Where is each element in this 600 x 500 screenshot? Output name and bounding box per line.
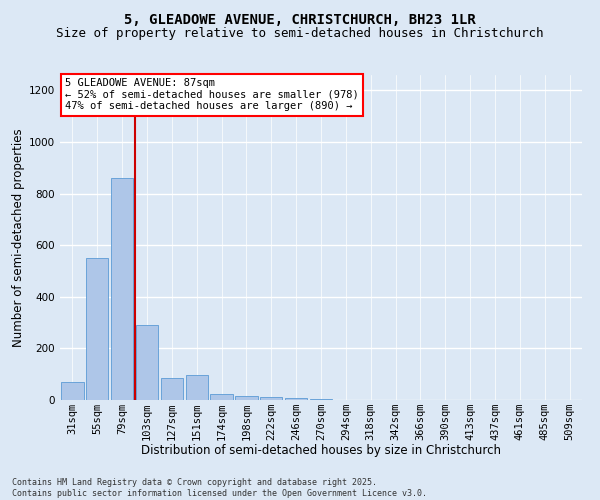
Bar: [136, 325, 158, 400]
Bar: [285, 398, 307, 400]
Bar: [211, 394, 233, 400]
Text: 5, GLEADOWE AVENUE, CHRISTCHURCH, BH23 1LR: 5, GLEADOWE AVENUE, CHRISTCHURCH, BH23 1…: [124, 12, 476, 26]
Text: Contains HM Land Registry data © Crown copyright and database right 2025.
Contai: Contains HM Land Registry data © Crown c…: [12, 478, 427, 498]
Text: 5 GLEADOWE AVENUE: 87sqm
← 52% of semi-detached houses are smaller (978)
47% of : 5 GLEADOWE AVENUE: 87sqm ← 52% of semi-d…: [65, 78, 359, 112]
Bar: [161, 378, 183, 400]
Bar: [111, 178, 133, 400]
Bar: [310, 398, 332, 400]
Y-axis label: Number of semi-detached properties: Number of semi-detached properties: [12, 128, 25, 347]
X-axis label: Distribution of semi-detached houses by size in Christchurch: Distribution of semi-detached houses by …: [141, 444, 501, 458]
Bar: [185, 376, 208, 400]
Text: Size of property relative to semi-detached houses in Christchurch: Size of property relative to semi-detach…: [56, 28, 544, 40]
Bar: [235, 396, 257, 400]
Bar: [61, 382, 83, 400]
Bar: [260, 398, 283, 400]
Bar: [86, 258, 109, 400]
